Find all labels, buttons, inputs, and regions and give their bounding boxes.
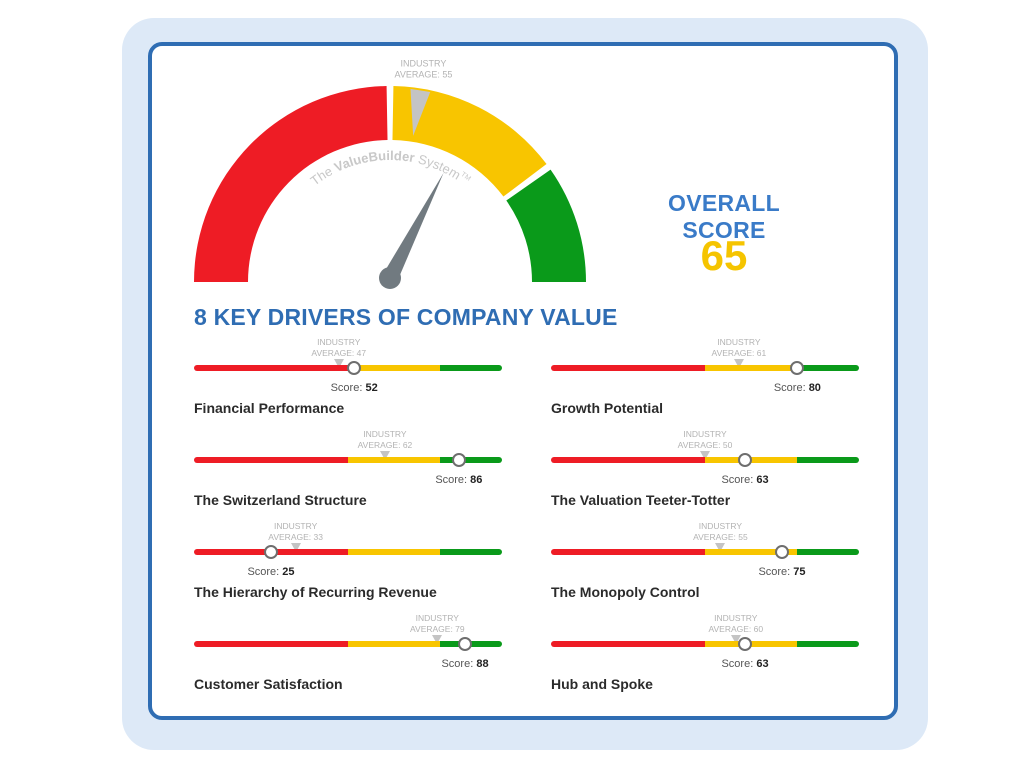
score-marker [790,361,805,375]
score-marker [458,637,473,651]
driver-name: Customer Satisfaction [194,676,343,692]
driver-name: The Monopoly Control [551,584,700,600]
score-marker [738,453,753,467]
driver-name: Growth Potential [551,400,663,416]
score-label: Score: 63 [721,474,769,486]
industry-average-label: INDUSTRY AVERAGE: 50 [677,429,733,450]
score-label: Score: 63 [721,658,769,670]
bar-yellow-segment [348,641,441,647]
gauge-industry-marker [410,88,431,136]
bar-red-segment [551,549,705,555]
score-label: Score: 80 [773,382,821,394]
score-label: Score: 52 [330,382,378,394]
score-marker [347,361,362,375]
industry-marker [379,451,390,460]
driver-name: Hub and Spoke [551,676,653,692]
score-value: 80 [808,382,821,394]
industry-average-label: INDUSTRY AVERAGE: 47 [311,337,367,358]
bar-green-segment [440,549,502,555]
score-value: 52 [365,382,378,394]
driver-row: INDUSTRY AVERAGE: 79 Score: 88 Customer … [194,613,504,693]
industry-marker [333,359,344,368]
driver-row: INDUSTRY AVERAGE: 47 Score: 52 Financial… [194,337,504,417]
bar-green-segment [440,457,502,463]
score-value: 25 [282,566,295,578]
driver-row: INDUSTRY AVERAGE: 60 Score: 63 Hub and S… [551,613,861,693]
industry-average-label: INDUSTRY AVERAGE: 55 [693,521,748,542]
score-value: 86 [470,474,483,486]
bar-yellow-segment [705,549,798,555]
driver-row: INDUSTRY AVERAGE: 61 Score: 80 Growth Po… [551,337,861,417]
score-value: 63 [756,658,769,670]
driver-row: INDUSTRY AVERAGE: 55 Score: 75 The Monop… [551,521,861,601]
score-bar [194,641,502,647]
industry-average-label: INDUSTRY AVERAGE: 79 [409,613,465,634]
bar-yellow-segment [348,549,441,555]
score-value: 63 [756,474,769,486]
gauge-needle-hub [379,267,401,289]
bar-green-segment [797,549,859,555]
bar-red-segment [194,365,348,371]
overall-score-value: 65 [700,232,748,279]
driver-row: INDUSTRY AVERAGE: 50 Score: 63 The Valua… [551,429,861,509]
drivers-title: 8 KEY DRIVERS OF COMPANY VALUE [194,304,618,330]
score-bar [194,549,502,555]
bar-red-segment [194,641,348,647]
score-marker [264,545,278,559]
score-marker [775,545,789,559]
gauge-yellow-segment [392,86,547,197]
bar-red-segment [194,457,348,463]
industry-marker [730,635,741,644]
bar-green-segment [440,365,502,371]
industry-marker [733,359,744,368]
score-value: 88 [476,658,489,670]
driver-row: INDUSTRY AVERAGE: 62 Score: 86 The Switz… [194,429,504,509]
score-bar [551,549,859,555]
score-label: Score: 88 [441,658,489,670]
bar-green-segment [797,641,859,647]
industry-average-label: INDUSTRY AVERAGE: 62 [357,429,413,450]
score-bar [194,365,502,371]
score-marker [451,453,466,467]
gauge-needle [382,172,444,282]
driver-row: INDUSTRY AVERAGE: 33 Score: 25 The Hiera… [194,521,504,601]
gauge-industry-average: AVERAGE: 55 [395,70,453,80]
score-bar [551,365,859,371]
gauge-green-segment [506,169,586,282]
bar-green-segment [797,365,859,371]
gauge-brand-text: The ValueBuilder SystemTM [308,148,472,188]
industry-marker [700,451,710,460]
industry-average-label: INDUSTRY AVERAGE: 61 [711,337,767,358]
score-bar [551,641,859,647]
industry-average-label: INDUSTRY AVERAGE: 33 [268,521,323,542]
score-bar [551,457,859,463]
bar-green-segment [797,457,859,463]
gauge-red-segment [194,86,388,283]
industry-average-label: INDUSTRY AVERAGE: 60 [708,613,764,634]
industry-marker [432,635,443,644]
gauge-industry-label: INDUSTRY [401,59,447,69]
driver-name: Financial Performance [194,400,345,416]
bar-red-segment [551,641,705,647]
score-label: Score: 75 [758,566,806,578]
industry-marker [290,543,301,552]
bar-red-segment [551,365,705,371]
bar-red-segment [551,457,705,463]
score-marker [738,637,753,651]
bar-yellow-segment [348,457,441,463]
driver-name: The Hierarchy of Recurring Revenue [194,584,437,600]
bar-yellow-segment [348,365,441,371]
driver-name: The Valuation Teeter-Totter [551,492,731,508]
industry-marker [715,543,726,552]
driver-name: The Switzerland Structure [194,492,367,508]
overall-score-label: OVERALL SCORE [668,190,780,243]
bar-yellow-segment [705,365,798,371]
score-bar [194,457,502,463]
score-label: Score: 86 [435,474,483,486]
score-label: Score: 25 [247,566,295,578]
score-value: 75 [793,566,806,578]
